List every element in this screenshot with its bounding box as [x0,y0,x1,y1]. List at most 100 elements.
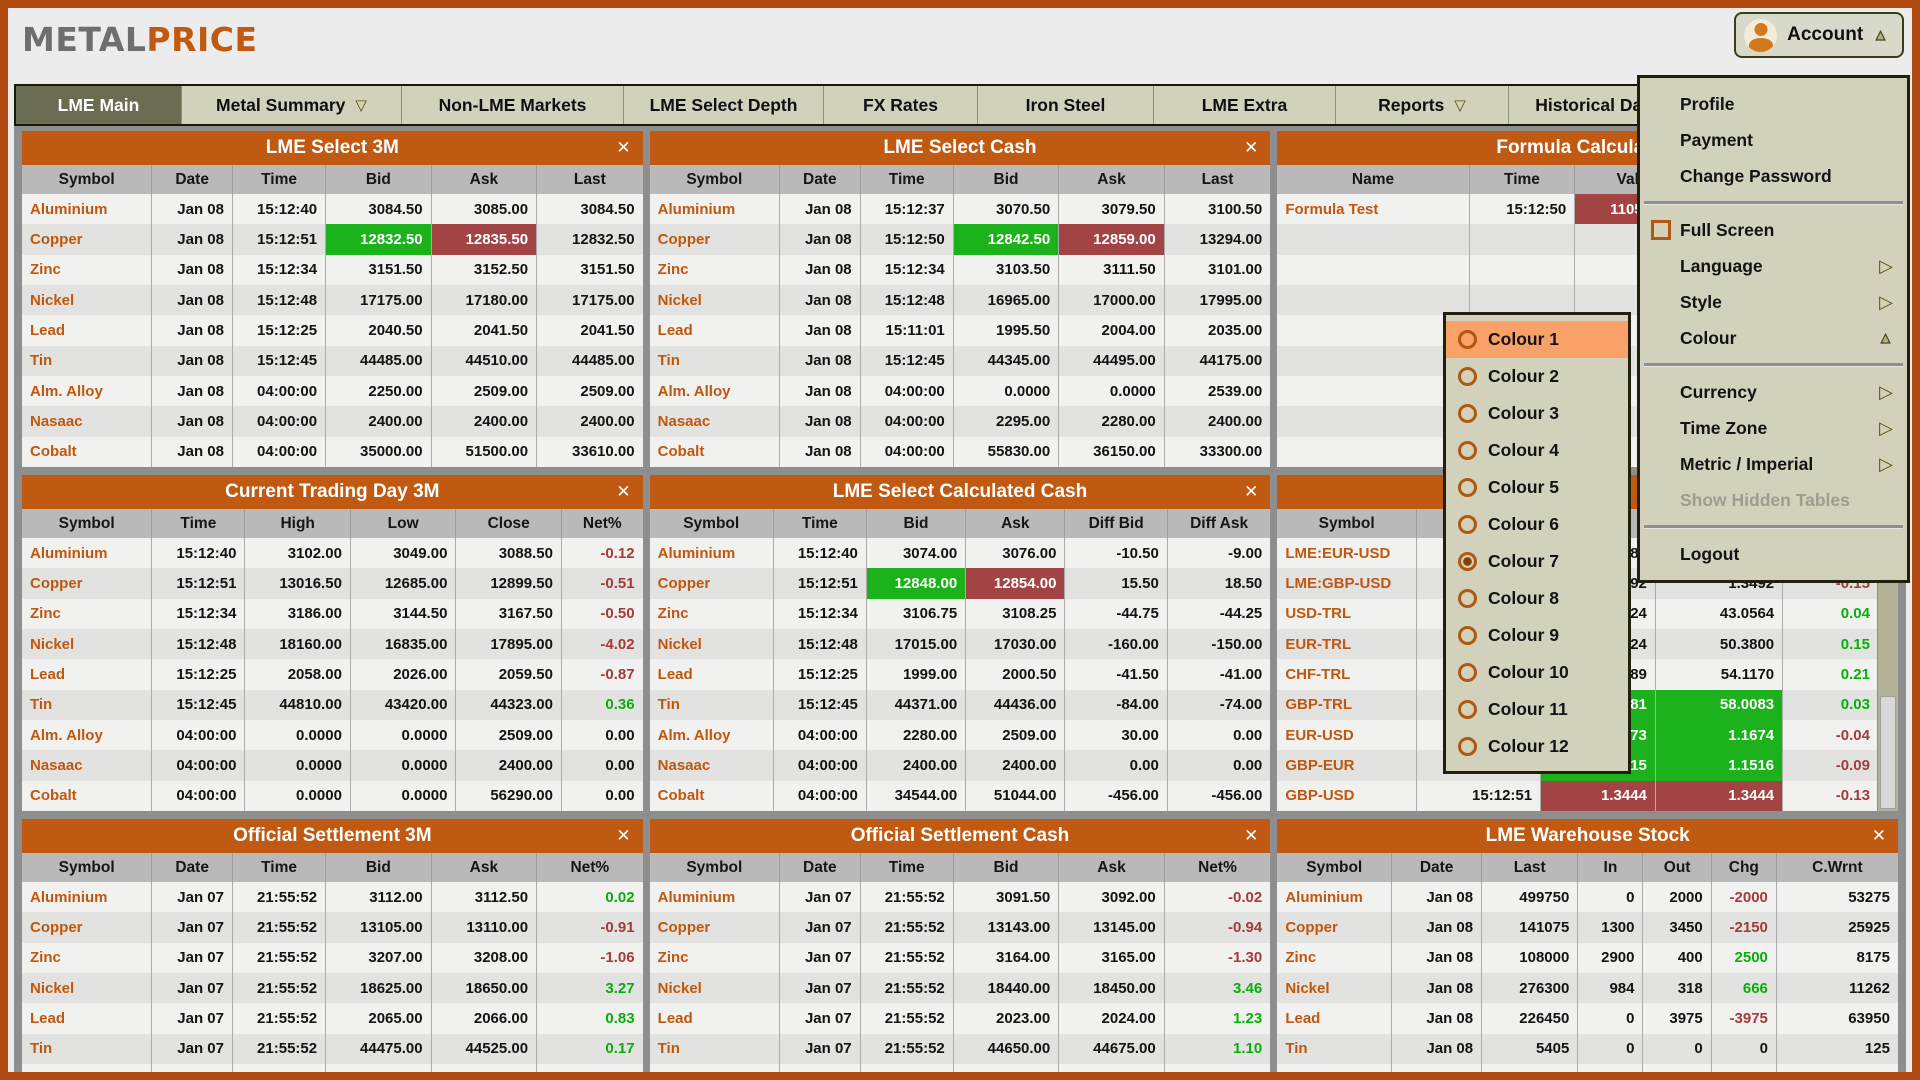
value-cell: Jan 08 [152,315,233,346]
close-icon[interactable]: ✕ [1871,826,1886,845]
colour-option-label: Colour 2 [1488,366,1559,386]
close-icon[interactable]: ✕ [1244,482,1259,501]
value-cell: 44175.00 [1199,352,1263,370]
value-cell: -0.87 [600,665,635,683]
radio-icon [1458,478,1477,497]
tab-lme-extra[interactable]: LME Extra [1154,86,1336,124]
value-cell: 17175.00 [572,291,635,309]
symbol-cell: Alm. Alloy [650,719,774,751]
close-icon[interactable]: ✕ [1244,826,1259,845]
tab-lme-main[interactable]: LME Main [16,86,182,124]
table-row: Aluminium Jan 08 15:12:40 3084.50 3085.00 308… [22,194,643,225]
value-cell: 04:00:00 [861,436,954,467]
menu-item-payment[interactable]: Payment [1640,122,1907,158]
colour-option-colour-8[interactable]: Colour 8 [1446,580,1628,617]
value-cell: -41.00 [1219,665,1263,683]
value-cell: Jan 08 [780,315,861,346]
value-cell: 2400.00 [432,406,538,437]
menu-item-label: Show Hidden Tables [1680,489,1850,510]
value-cell: 16835.00 [351,628,457,660]
colour-option-colour-10[interactable]: Colour 10 [1446,654,1628,691]
close-icon[interactable]: ✕ [616,138,631,157]
menu-item-label: Logout [1680,543,1740,564]
value-cell: 15:12:45 [152,689,246,720]
colour-option-label: Colour 4 [1488,440,1559,460]
checkbox-icon[interactable] [1651,220,1671,240]
value-cell: 15:12:48 [861,284,954,316]
tab-metal-summary[interactable]: Metal Summary ▽ [182,86,402,124]
value-cell: Jan 07 [780,942,861,973]
value-cell: 2059.50 [456,659,562,690]
menu-item-style[interactable]: Style ▷ [1640,284,1907,320]
value-cell: -44.25 [1219,605,1263,623]
tab-non-lme-markets[interactable]: Non-LME Markets [402,86,624,124]
menu-item-currency[interactable]: Currency ▷ [1640,374,1907,410]
tab-reports[interactable]: Reports ▽ [1336,86,1509,124]
value-cell: 44675.00 [1059,1033,1165,1064]
menu-item-language[interactable]: Language ▷ [1640,248,1907,284]
tab-label: Metal Summary [216,94,346,115]
table-row: Nasaac Jan 08 04:00:00 2295.00 2280.00 2400.0… [649,406,1271,437]
column-header: Date [780,165,861,194]
user-icon [1744,18,1778,52]
value-cell: 12848.00 [866,568,967,599]
colour-option-colour-12[interactable]: Colour 12 [1446,728,1628,765]
menu-item-change-password[interactable]: Change Password [1640,158,1907,194]
close-icon[interactable]: ✕ [1244,138,1259,157]
column-header: Ask [432,853,538,882]
value-cell: 44810.00 [245,689,351,720]
colour-option-colour-1[interactable]: Colour 1 [1446,321,1628,358]
colour-option-colour-2[interactable]: Colour 2 [1446,358,1628,395]
menu-item-logout[interactable]: Logout [1640,536,1907,572]
column-header: C.Wrnt [1812,858,1863,876]
value-cell: 0.0000 [245,719,351,751]
value-cell: 3091.50 [954,882,1060,913]
colour-option-colour-4[interactable]: Colour 4 [1446,432,1628,469]
value-cell: 0 [1643,1033,1712,1064]
value-cell: 21:55:52 [233,972,327,1004]
table-row: Lead 15:12:25 1999.00 2000.50 -41.50 -41.00 [649,659,1271,690]
colour-option-colour-3[interactable]: Colour 3 [1446,395,1628,432]
value-cell: 44436.00 [966,689,1066,720]
value-cell: 0.03 [1840,696,1870,714]
value-cell: 3208.00 [432,942,538,973]
tab-iron-steel[interactable]: Iron Steel [978,86,1154,124]
colour-option-colour-11[interactable]: Colour 11 [1446,691,1628,728]
menu-separator [1644,201,1903,205]
value-cell: 30.00 [1065,719,1168,751]
column-header: Ask [966,509,1066,538]
menu-item-colour[interactable]: Colour ▲ [1640,320,1907,356]
menu-item-metric-imperial[interactable]: Metric / Imperial ▷ [1640,446,1907,482]
menu-item-profile[interactable]: Profile [1640,86,1907,122]
colour-option-colour-9[interactable]: Colour 9 [1446,617,1628,654]
symbol-cell: Lead [22,315,153,346]
close-icon[interactable]: ✕ [616,826,631,845]
symbol-cell: EUR-TRL [1277,628,1417,660]
value-cell: 2509.00 [966,719,1066,751]
value-cell: 15.50 [1065,568,1168,599]
fx-scrollbar[interactable] [1877,538,1898,811]
value-cell: 0.15 [1840,635,1870,653]
account-button[interactable]: Account ▲ [1734,12,1904,58]
scrollbar-thumb[interactable] [1880,696,1896,809]
menu-item-full-screen[interactable]: Full Screen [1640,212,1907,248]
close-icon[interactable]: ✕ [616,482,631,501]
tab-lme-select-depth[interactable]: LME Select Depth [624,86,824,124]
colour-option-colour-7[interactable]: Colour 7 [1446,543,1628,580]
value-cell: 3207.00 [326,942,432,973]
value-cell: 44485.00 [326,345,432,376]
tab-label: Reports [1378,94,1445,115]
menu-item-time-zone[interactable]: Time Zone ▷ [1640,410,1907,446]
value-cell: Jan 08 [1392,942,1483,973]
colour-option-colour-6[interactable]: Colour 6 [1446,506,1628,543]
tab-label: LME Extra [1201,94,1288,115]
tab-fx-rates[interactable]: FX Rates [824,86,978,124]
value-cell: -4.02 [600,635,635,653]
symbol-cell [1277,436,1470,467]
table-row: Zinc 15:12:34 3106.75 3108.25 -44.75 -44.25 [649,598,1271,629]
value-cell: 13016.50 [245,568,351,599]
colour-option-colour-5[interactable]: Colour 5 [1446,469,1628,506]
value-cell: 13143.00 [954,912,1060,943]
symbol-cell: Lead [650,315,780,346]
